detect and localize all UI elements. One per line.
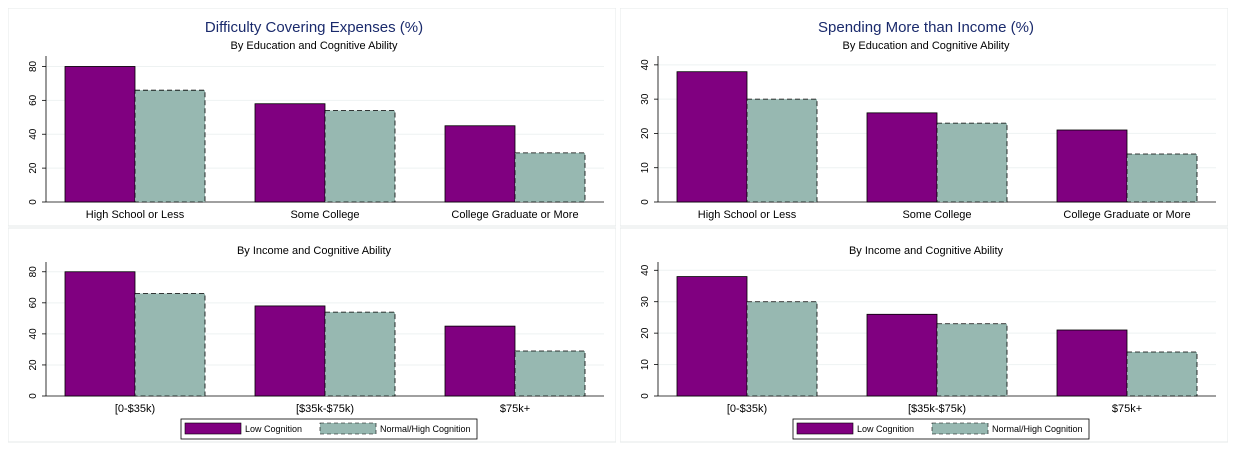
- y-tick-label: 0: [28, 199, 39, 205]
- bar-normal-high-cognition-35k-75k: [324, 311, 396, 397]
- legend-swatch-low: [184, 422, 242, 435]
- bar-low-cognition-high-school-or-less: [676, 71, 748, 203]
- legend-label-normal: Normal/High Cognition: [992, 424, 1083, 434]
- x-category-label: College Graduate or More: [1063, 209, 1190, 221]
- y-tick-label: 30: [640, 296, 651, 308]
- bar-low-cognition-75k: [444, 325, 516, 397]
- bar-low-cognition-75k: [1056, 329, 1128, 397]
- bar-normal-high-cognition-75k: [1126, 351, 1198, 397]
- plot-spending-income: 0 10 20 30 40 [0-$35k) [$35k-$75k) $75k+: [640, 262, 1216, 415]
- y-tick-label: 20: [640, 127, 651, 139]
- legend-swatch-low: [796, 422, 854, 435]
- chart-subtitle-income-spending: By Income and Cognitive Ability: [849, 245, 1004, 257]
- chart-subtitle-education-spending: By Education and Cognitive Ability: [843, 40, 1010, 52]
- chart-title-spending: Spending More than Income (%): [818, 19, 1034, 36]
- x-category-label: [0-$35k): [727, 403, 767, 415]
- bar-normal-high-cognition-high-school-or-less: [746, 98, 818, 203]
- plot-expenses-education: 0 20 40 60 80 High School or Less Some College…: [28, 56, 604, 221]
- x-category-label: High School or Less: [698, 209, 797, 221]
- x-category-label: Some College: [290, 209, 359, 221]
- x-category-label: High School or Less: [86, 209, 185, 221]
- bar-normal-high-cognition-college-graduate-or-more: [514, 152, 586, 203]
- bar-low-cognition-college-graduate-or-more: [444, 125, 516, 203]
- legend-swatch-normal: [319, 422, 377, 435]
- left-figure-svg: Difficulty Covering Expenses (%) By Educ…: [7, 7, 617, 443]
- x-category-label: $75k+: [500, 403, 530, 415]
- bar-low-cognition-35k-75k: [254, 305, 326, 397]
- y-tick-label: 40: [28, 128, 39, 140]
- y-tick-label: 0: [640, 199, 651, 205]
- bar-normal-high-cognition-35k-75k: [936, 323, 1008, 397]
- y-tick-label: 80: [28, 60, 39, 72]
- x-category-label: [$35k-$75k): [908, 403, 966, 415]
- chart-subtitle-income-expenses: By Income and Cognitive Ability: [237, 245, 392, 257]
- bar-normal-high-cognition-college-graduate-or-more: [1126, 153, 1198, 203]
- y-tick-label: 80: [28, 266, 39, 278]
- y-tick-label: 20: [28, 359, 39, 371]
- legend-label-low: Low Cognition: [245, 424, 302, 434]
- plot-spending-education: 0 10 20 30 40 High School or Less Some College…: [640, 56, 1216, 221]
- x-category-label: [$35k-$75k): [296, 403, 354, 415]
- y-tick-label: 20: [640, 327, 651, 339]
- bar-low-cognition-some-college: [866, 112, 938, 203]
- y-tick-label: 0: [28, 393, 39, 399]
- y-tick-label: 10: [640, 162, 651, 174]
- x-category-label: Some College: [902, 209, 971, 221]
- x-category-label: College Graduate or More: [451, 209, 578, 221]
- chart-subtitle-education-expenses: By Education and Cognitive Ability: [231, 40, 398, 52]
- bar-normal-high-cognition-75k: [514, 350, 586, 397]
- left-figure: Difficulty Covering Expenses (%) By Educ…: [7, 7, 617, 444]
- x-category-label: [0-$35k): [115, 403, 155, 415]
- legend-label-normal: Normal/High Cognition: [380, 424, 471, 434]
- y-tick-label: 0: [640, 393, 651, 399]
- legend-swatch-normal: [931, 422, 989, 435]
- x-category-label: $75k+: [1112, 403, 1142, 415]
- y-tick-label: 10: [640, 359, 651, 371]
- bar-normal-high-cognition-some-college: [324, 110, 396, 203]
- legend-label-low: Low Cognition: [857, 424, 914, 434]
- y-tick-label: 20: [28, 162, 39, 174]
- y-tick-label: 40: [640, 264, 651, 276]
- y-tick-label: 30: [640, 93, 651, 105]
- y-tick-label: 60: [28, 297, 39, 309]
- plot-expenses-income: 0 20 40 60 80 [0-$35k) [$35k-$75k) $75k+: [28, 262, 604, 415]
- legend-right: Low Cognition Normal/High Cognition: [792, 418, 1090, 440]
- y-tick-label: 40: [28, 328, 39, 340]
- bar-low-cognition-college-graduate-or-more: [1056, 129, 1128, 203]
- bar-normal-high-cognition-0-35k: [746, 301, 818, 397]
- chart-title-expenses: Difficulty Covering Expenses (%): [205, 19, 423, 36]
- bar-low-cognition-35k-75k: [866, 313, 938, 397]
- y-tick-label: 40: [640, 59, 651, 71]
- y-tick-label: 60: [28, 94, 39, 106]
- bar-normal-high-cognition-high-school-or-less: [134, 89, 206, 203]
- bar-low-cognition-some-college: [254, 103, 326, 203]
- bar-normal-high-cognition-some-college: [936, 122, 1008, 203]
- bar-low-cognition-0-35k: [64, 271, 136, 397]
- right-figure-svg: Spending More than Income (%) By Educati…: [619, 7, 1229, 443]
- right-figure: Spending More than Income (%) By Educati…: [619, 7, 1229, 444]
- bar-low-cognition-0-35k: [676, 276, 748, 397]
- bar-normal-high-cognition-0-35k: [134, 293, 206, 397]
- legend-left: Low Cognition Normal/High Cognition: [180, 418, 478, 440]
- bar-low-cognition-high-school-or-less: [64, 66, 136, 203]
